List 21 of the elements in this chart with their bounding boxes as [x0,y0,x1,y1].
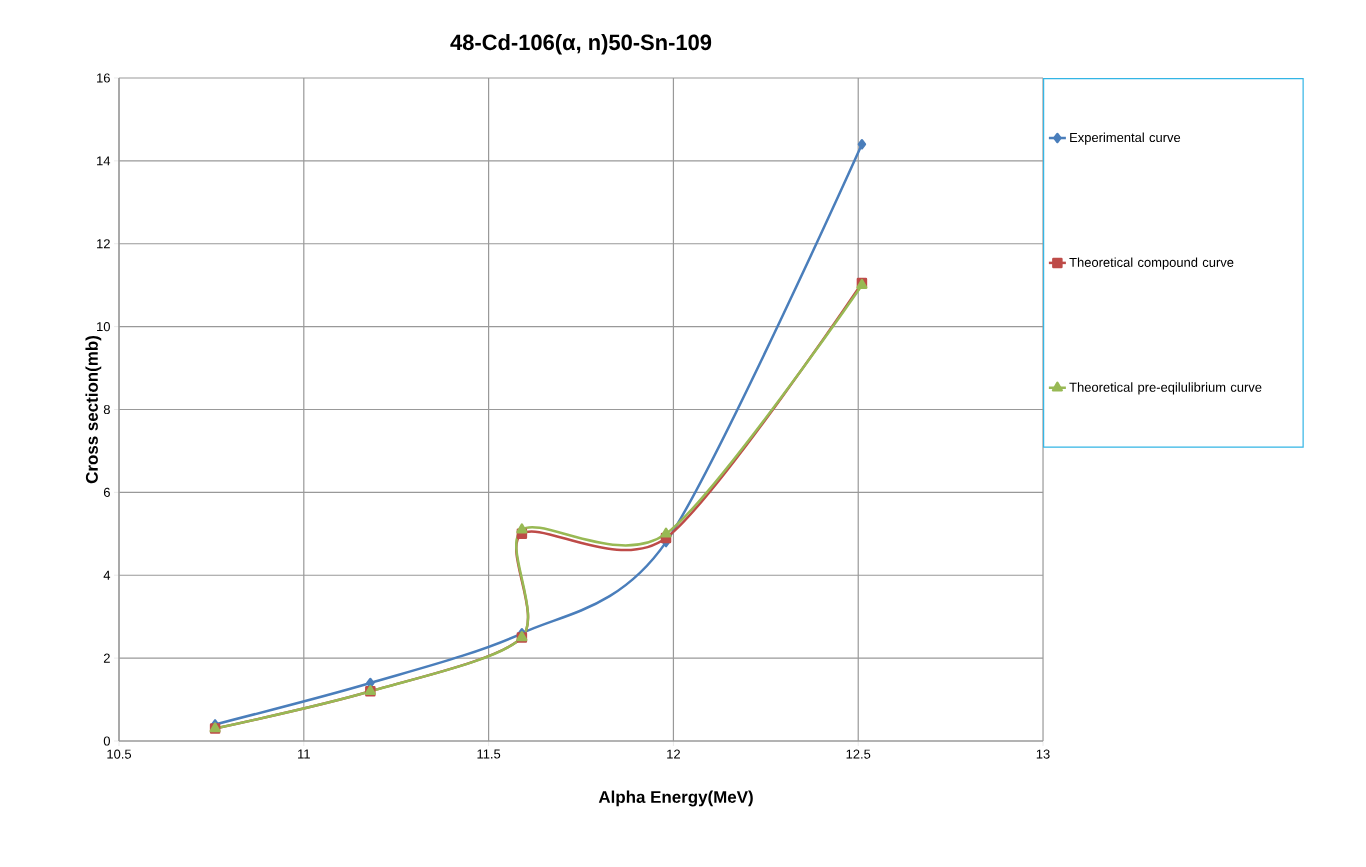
x-axis-title: Alpha Energy(MeV) [598,790,753,807]
y-tick-label: 8 [103,404,110,415]
x-tick-label: 10.5 [107,749,132,759]
legend-label: Theoretical pre-eqilulibrium curve [1069,382,1262,395]
y-tick-label: 0 [103,736,110,746]
x-tick-label: 13 [1036,749,1050,759]
legend-label: Theoretical compound curve [1069,257,1234,270]
y-tick-label: 16 [97,73,110,83]
y-tick-label: 6 [103,487,110,497]
x-tick-label: 11.5 [477,749,501,759]
y-axis-title: Cross section(mb) [85,336,102,484]
y-tick-label: 14 [97,156,111,166]
x-tick-label: 11 [298,749,310,759]
y-tick-label: 12 [97,239,110,249]
y-tick-label: 4 [103,570,111,580]
x-tick-label: 12 [667,749,680,759]
x-tick-label: 12.5 [846,749,871,759]
legend-label: Experimental curve [1070,132,1181,145]
y-tick-label: 10 [97,322,110,332]
y-tick-label: 2 [103,653,110,663]
chart-title: 48-Cd-106(α, n)50-Sn-109 [450,34,712,55]
